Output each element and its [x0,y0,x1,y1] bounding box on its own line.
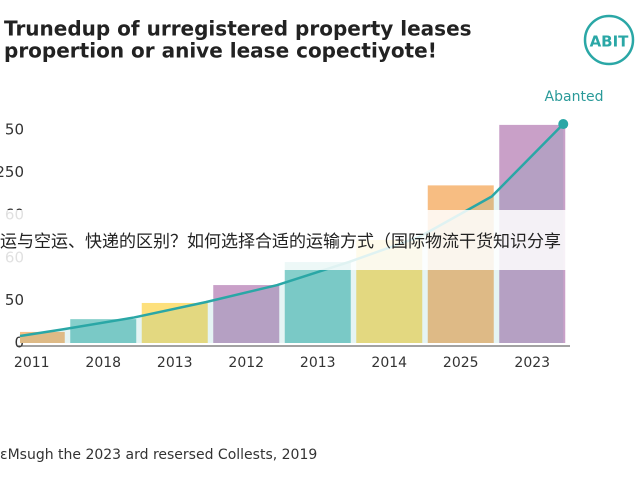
x-tick-label: 2023 [514,355,550,371]
bar [284,262,351,343]
chart-title: Trunedup of urregistered property leases [4,17,472,41]
x-tick-label: 2013 [157,355,193,371]
bar [20,331,65,343]
x-tick-label: 2025 [443,355,479,371]
y-tick-label: 250 [0,163,24,181]
x-tick-label: 2018 [85,355,121,371]
x-tick-label: 2013 [300,355,336,371]
annotation: Abanted [545,89,604,105]
y-tick-label: 0 [14,334,24,352]
x-tick-label: 2012 [228,355,264,371]
x-tick-label: 2011 [14,355,50,371]
y-tick-label: 50 [5,121,24,139]
end-dot [558,119,569,130]
footer: ɛMsugh the 2023 ard resersed Collests, 2… [0,447,317,463]
y-tick-label: 50 [5,291,24,309]
line-area [20,124,564,343]
x-tick-label: 2014 [371,355,407,371]
bar [213,285,280,343]
logo: ABIT [590,33,630,51]
line [19,123,565,338]
overlay-text: 运与空运、快递的区别？如何选择合适的运输方式（国际物流干货知识分享 [0,232,561,252]
overlay-banner [0,210,640,270]
chart-title: propertion or anive lease copectiyote! [4,39,437,63]
logo-ring [583,14,635,66]
